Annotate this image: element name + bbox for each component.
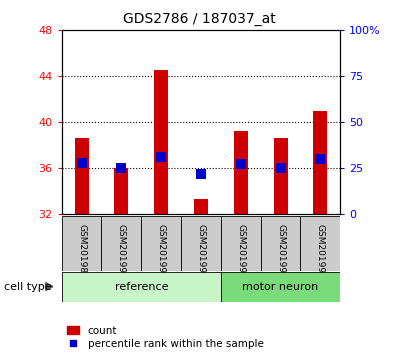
Bar xyxy=(62,272,221,302)
Bar xyxy=(300,216,340,271)
Point xyxy=(277,165,284,171)
Bar xyxy=(274,138,287,214)
Text: GSM201994: GSM201994 xyxy=(276,224,285,279)
Legend: count, percentile rank within the sample: count, percentile rank within the sample xyxy=(67,326,263,349)
Point xyxy=(198,171,204,177)
Point xyxy=(238,162,244,167)
Text: cell type: cell type xyxy=(4,281,52,292)
Bar xyxy=(154,70,168,214)
Bar xyxy=(194,199,208,214)
Text: GSM201991: GSM201991 xyxy=(157,224,166,279)
Bar xyxy=(181,216,221,271)
Point xyxy=(317,156,324,162)
Text: GSM201993: GSM201993 xyxy=(236,224,245,279)
Text: GSM201992: GSM201992 xyxy=(197,224,205,279)
Text: reference: reference xyxy=(115,281,168,292)
Bar xyxy=(314,110,328,214)
Bar xyxy=(234,131,248,214)
Point xyxy=(118,165,125,171)
Point xyxy=(158,154,164,160)
Bar xyxy=(62,216,101,271)
Bar xyxy=(221,272,340,302)
FancyArrow shape xyxy=(46,282,53,290)
Text: GSM201989: GSM201989 xyxy=(77,224,86,279)
Bar xyxy=(141,216,181,271)
Text: GSM201990: GSM201990 xyxy=(117,224,126,279)
Text: GSM201995: GSM201995 xyxy=(316,224,325,279)
Bar xyxy=(101,216,141,271)
Bar xyxy=(115,168,129,214)
Bar xyxy=(75,138,89,214)
Bar xyxy=(221,216,261,271)
Bar xyxy=(261,216,300,271)
Text: motor neuron: motor neuron xyxy=(242,281,319,292)
Point xyxy=(78,160,85,165)
Text: GDS2786 / 187037_at: GDS2786 / 187037_at xyxy=(123,12,275,27)
